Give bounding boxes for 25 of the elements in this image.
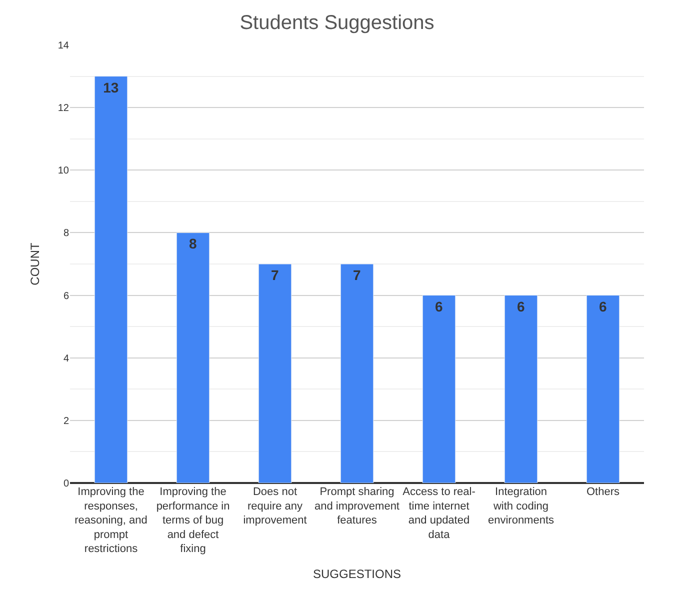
y-tick-label: 12 <box>58 103 70 114</box>
y-tick-label: 10 <box>58 166 70 177</box>
data-label: 8 <box>189 236 197 252</box>
data-label: 13 <box>103 79 119 96</box>
data-label: 6 <box>599 298 607 314</box>
y-axis-title: COUNT <box>28 242 42 286</box>
x-tick-label: Access to real-time internet and updated data <box>402 486 476 541</box>
y-tick-label: 4 <box>63 353 70 364</box>
data-label: 6 <box>517 298 525 314</box>
x-tick-label: Improving the performance in terms of bug and defect fixing <box>156 486 230 556</box>
data-label: 7 <box>271 267 279 283</box>
y-tick-label: 2 <box>63 416 70 427</box>
data-label: 6 <box>435 298 443 314</box>
x-tick-label: Improving the responses, reasoning, and prompt restrictions <box>74 486 148 556</box>
y-tick-label: 0 <box>63 478 70 490</box>
chart-title: Students Suggestions <box>240 12 434 34</box>
y-tick-label: 8 <box>63 228 70 240</box>
x-axis-title: SUGGESTIONS <box>312 567 402 582</box>
x-tick-label: Integration with coding environments <box>488 486 555 527</box>
y-tick-label: 6 <box>63 290 70 302</box>
x-tick-label: Does not require any improvement <box>243 486 307 527</box>
x-tick-label: Others <box>586 486 620 498</box>
y-tick-label: 14 <box>58 40 70 52</box>
x-tick-label: Prompt sharing and improvement features <box>314 486 400 527</box>
data-label: 7 <box>353 267 361 283</box>
